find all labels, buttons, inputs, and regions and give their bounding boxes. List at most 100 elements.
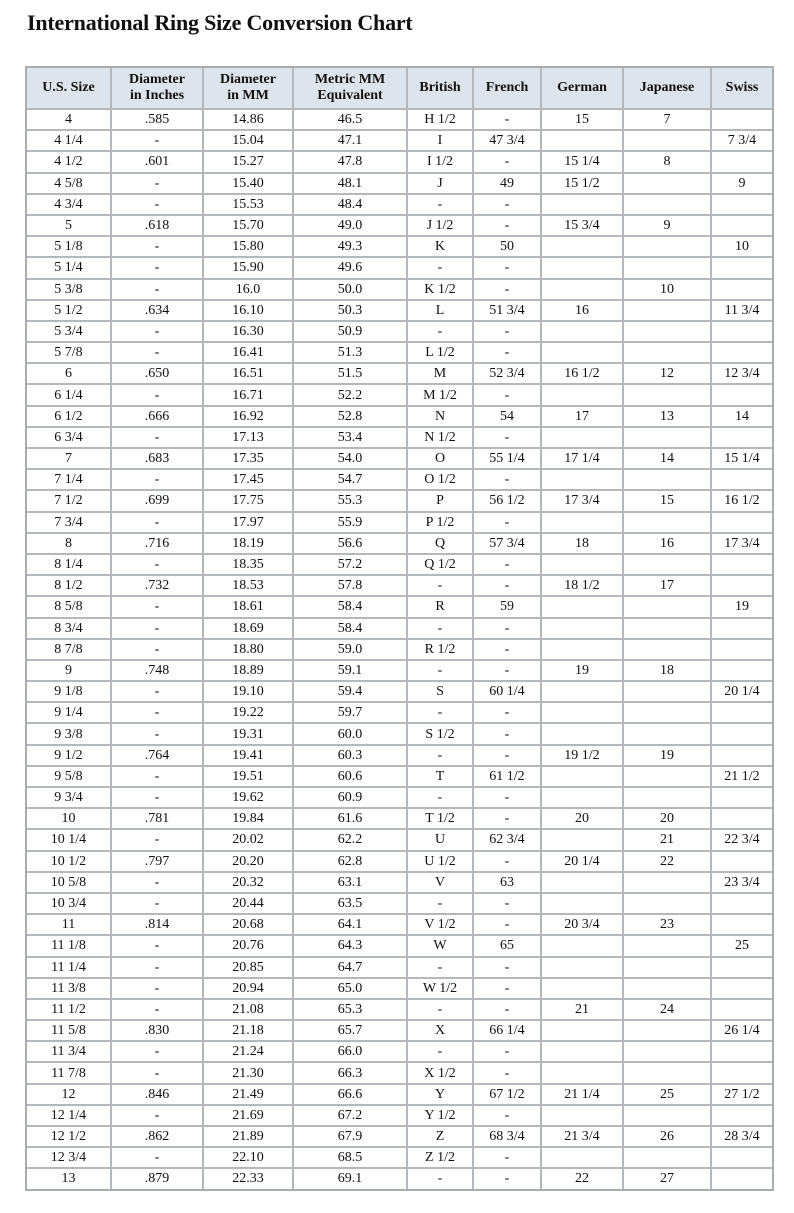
cell-metric-mm: 58.4 bbox=[294, 618, 408, 640]
cell-french: - bbox=[474, 893, 542, 916]
cell-metric-mm: 67.2 bbox=[294, 1105, 408, 1127]
cell-swiss bbox=[712, 1042, 772, 1064]
cell-metric-mm: 50.9 bbox=[294, 321, 408, 344]
cell-us-size: 13 bbox=[27, 1169, 112, 1189]
cell-diameter-mm: 19.84 bbox=[204, 809, 294, 831]
cell-us-size: 12 3/4 bbox=[27, 1148, 112, 1170]
cell-diameter-mm: 16.51 bbox=[204, 364, 294, 386]
cell-british: - bbox=[408, 321, 474, 344]
cell-german bbox=[542, 279, 624, 301]
table-row: 9.748 18.89 59.1- -19 18 bbox=[27, 660, 772, 683]
cell-diameter-inches: - bbox=[112, 872, 204, 894]
cell-metric-mm: 63.5 bbox=[294, 893, 408, 916]
cell-us-size: 8 1/4 bbox=[27, 554, 112, 577]
cell-british: W bbox=[408, 936, 474, 958]
cell-german bbox=[542, 385, 624, 407]
cell-diameter-inches: .879 bbox=[112, 1169, 204, 1189]
table-row: 6 1/4-16.71 52.2 M 1/2- bbox=[27, 385, 772, 407]
cell-us-size: 5 bbox=[27, 215, 112, 238]
cell-diameter-inches: .862 bbox=[112, 1127, 204, 1149]
cell-british: - bbox=[408, 194, 474, 216]
cell-german bbox=[542, 512, 624, 534]
cell-french: - bbox=[474, 660, 542, 683]
cell-metric-mm: 56.6 bbox=[294, 533, 408, 555]
cell-diameter-mm: 16.0 bbox=[204, 279, 294, 301]
cell-german bbox=[542, 343, 624, 365]
cell-german bbox=[542, 194, 624, 216]
cell-diameter-mm: 18.35 bbox=[204, 554, 294, 577]
cell-diameter-inches: .618 bbox=[112, 215, 204, 238]
cell-swiss: 7 3/4 bbox=[712, 131, 772, 153]
cell-german: 17 3/4 bbox=[542, 491, 624, 513]
column-header-text: German bbox=[557, 80, 607, 95]
column-header-diameter-mm: Diameter in MM bbox=[204, 68, 294, 110]
cell-diameter-inches: .634 bbox=[112, 300, 204, 322]
cell-british: U 1/2 bbox=[408, 851, 474, 873]
cell-diameter-mm: 20.76 bbox=[204, 936, 294, 958]
cell-swiss bbox=[712, 999, 772, 1022]
cell-diameter-inches: - bbox=[112, 766, 204, 788]
column-header-german: German bbox=[542, 68, 624, 110]
cell-british: W 1/2 bbox=[408, 978, 474, 1000]
cell-diameter-mm: 19.31 bbox=[204, 724, 294, 746]
cell-french: 56 1/2 bbox=[474, 491, 542, 513]
cell-metric-mm: 50.0 bbox=[294, 279, 408, 301]
cell-japanese: 7 bbox=[624, 110, 712, 132]
cell-diameter-inches: .601 bbox=[112, 152, 204, 174]
cell-british: S bbox=[408, 682, 474, 704]
cell-japanese: 8 bbox=[624, 152, 712, 174]
cell-diameter-inches: - bbox=[112, 173, 204, 195]
cell-french: 51 3/4 bbox=[474, 300, 542, 322]
cell-french: - bbox=[474, 215, 542, 238]
cell-swiss: 25 bbox=[712, 936, 772, 958]
cell-japanese: 10 bbox=[624, 279, 712, 301]
table-row: 8 1/4-18.35 57.2 Q 1/2- bbox=[27, 554, 772, 577]
cell-german bbox=[542, 321, 624, 344]
cell-us-size: 10 bbox=[27, 809, 112, 831]
cell-british: N 1/2 bbox=[408, 427, 474, 449]
cell-swiss bbox=[712, 194, 772, 216]
cell-japanese bbox=[624, 639, 712, 661]
cell-french: - bbox=[474, 152, 542, 174]
cell-us-size: 12 1/2 bbox=[27, 1127, 112, 1149]
table-row: 11 3/4-21.24 66.0- - bbox=[27, 1042, 772, 1064]
cell-swiss: 11 3/4 bbox=[712, 300, 772, 322]
cell-german: 22 bbox=[542, 1169, 624, 1189]
cell-metric-mm: 60.3 bbox=[294, 745, 408, 767]
cell-french: 63 bbox=[474, 872, 542, 894]
cell-german: 18 1/2 bbox=[542, 576, 624, 598]
cell-japanese: 19 bbox=[624, 745, 712, 767]
cell-metric-mm: 69.1 bbox=[294, 1169, 408, 1189]
cell-japanese: 12 bbox=[624, 364, 712, 386]
cell-diameter-mm: 16.71 bbox=[204, 385, 294, 407]
cell-german bbox=[542, 427, 624, 449]
cell-us-size: 11 1/2 bbox=[27, 999, 112, 1022]
cell-diameter-mm: 15.70 bbox=[204, 215, 294, 238]
cell-british: - bbox=[408, 745, 474, 767]
cell-diameter-mm: 22.10 bbox=[204, 1148, 294, 1170]
cell-diameter-inches: - bbox=[112, 258, 204, 280]
cell-diameter-mm: 19.62 bbox=[204, 788, 294, 810]
table-row: 10 3/4-20.44 63.5- - bbox=[27, 893, 772, 916]
ring-size-conversion-table: U.S. Size Diameter in Inches Diameter in MM M… bbox=[25, 66, 774, 1191]
cell-us-size: 9 3/4 bbox=[27, 788, 112, 810]
cell-japanese: 14 bbox=[624, 449, 712, 471]
cell-french: - bbox=[474, 639, 542, 661]
table-row: 8 5/8-18.61 58.4 R 59 19 bbox=[27, 597, 772, 619]
cell-us-size: 6 1/2 bbox=[27, 406, 112, 428]
cell-japanese bbox=[624, 936, 712, 958]
cell-diameter-inches: .732 bbox=[112, 576, 204, 598]
cell-german: 20 bbox=[542, 809, 624, 831]
column-header-text: U.S. Size bbox=[42, 80, 95, 95]
cell-japanese bbox=[624, 343, 712, 365]
cell-british: I bbox=[408, 131, 474, 153]
table-row: 4 5/8-15.40 48.1 J 49 15 1/2 9 bbox=[27, 173, 772, 195]
cell-french: - bbox=[474, 1063, 542, 1085]
table-row: 9 3/4-19.62 60.9- - bbox=[27, 788, 772, 810]
cell-metric-mm: 63.1 bbox=[294, 872, 408, 894]
cell-diameter-inches: - bbox=[112, 639, 204, 661]
cell-swiss bbox=[712, 660, 772, 683]
cell-us-size: 10 1/2 bbox=[27, 851, 112, 873]
cell-british: - bbox=[408, 893, 474, 916]
cell-british: - bbox=[408, 788, 474, 810]
